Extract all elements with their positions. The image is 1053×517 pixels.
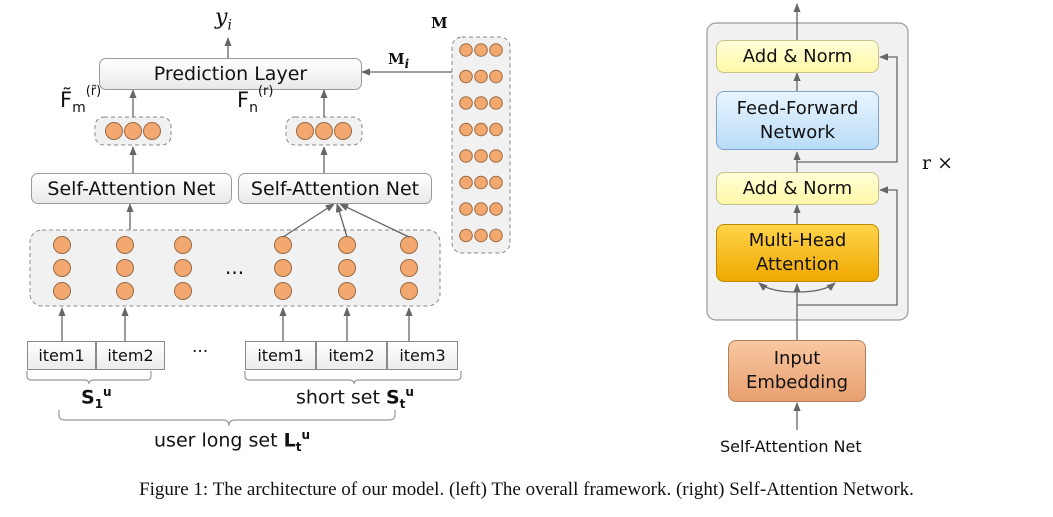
memory-node-7-1 xyxy=(474,228,488,243)
memory-node-2-0 xyxy=(459,96,473,110)
set1-label: S1u xyxy=(81,385,112,412)
item-node-2-2 xyxy=(174,282,192,300)
memory-node-1-1 xyxy=(474,69,488,84)
item-node-2-0 xyxy=(174,236,192,254)
long-feature-node-2 xyxy=(143,122,161,140)
memory-node-7-2 xyxy=(489,228,503,243)
item-node-4-0 xyxy=(338,236,356,254)
memory-node-2-2 xyxy=(489,96,503,110)
arrow-node-col2-to-sa-right xyxy=(335,203,348,238)
arrow-node-col1-to-sa-right xyxy=(282,203,335,238)
short-feature-node-0 xyxy=(296,122,314,140)
self-attention-net-left: Self-Attention Net xyxy=(31,173,232,204)
long-feature-node-0 xyxy=(105,122,123,140)
item-box-left-1: item1 xyxy=(27,341,96,370)
item-node-1-0 xyxy=(116,236,134,254)
item-box-right-3: item3 xyxy=(387,341,458,370)
item-node-1-2 xyxy=(116,282,134,300)
memory-node-5-2 xyxy=(489,175,503,190)
memory-node-0-2 xyxy=(489,43,503,57)
item-node-3-2 xyxy=(274,282,292,300)
feature-short-label: Fn(r) xyxy=(237,84,274,117)
feature-long-label: F̃m(r̃) xyxy=(60,84,102,117)
item-node-5-1 xyxy=(400,259,418,277)
multi-head-attention: Multi-Head Attention xyxy=(716,224,879,282)
brace-long-set xyxy=(58,410,396,427)
memory-matrix-box xyxy=(451,36,511,254)
attention-curve-right xyxy=(796,282,836,293)
feed-forward-network: Feed-Forward Network xyxy=(716,91,879,150)
attention-curve-left xyxy=(758,282,798,293)
item-box-left-2: item2 xyxy=(96,341,165,370)
memory-node-6-0 xyxy=(459,202,473,216)
bottom-self-attention-label: Self-Attention Net xyxy=(720,437,862,456)
item-node-2-1 xyxy=(174,259,192,277)
short-feature-node-2 xyxy=(334,122,352,140)
prediction-layer: Prediction Layer xyxy=(99,58,362,90)
item-node-0-0 xyxy=(53,236,71,254)
memory-node-3-0 xyxy=(459,122,473,137)
memory-node-0-0 xyxy=(459,43,473,57)
brace-set1 xyxy=(26,371,152,385)
item-node-5-0 xyxy=(400,236,418,254)
item-node-0-2 xyxy=(53,282,71,300)
item-node-4-2 xyxy=(338,282,356,300)
item-node-3-0 xyxy=(274,236,292,254)
self-attention-net-right: Self-Attention Net xyxy=(238,173,432,204)
memory-node-6-1 xyxy=(474,202,488,216)
item-node-5-2 xyxy=(400,282,418,300)
item-box-right-1: item1 xyxy=(245,341,316,370)
memory-row-label: Mi xyxy=(388,50,410,71)
residual-connection-bottom xyxy=(797,186,898,306)
memory-node-0-1 xyxy=(474,43,488,57)
add-norm-top: Add & Norm xyxy=(716,40,879,73)
memory-node-2-1 xyxy=(474,96,488,110)
output-label: yi xyxy=(215,5,232,34)
memory-node-1-0 xyxy=(459,69,473,84)
memory-node-5-1 xyxy=(474,175,488,190)
item-ellipsis: ··· xyxy=(192,342,209,362)
residual-connection-top xyxy=(797,53,898,163)
input-embedding: Input Embedding xyxy=(728,340,866,402)
long-set-label: user long set Ltu xyxy=(154,428,311,455)
memory-node-6-2 xyxy=(489,202,503,216)
item-node-1-1 xyxy=(116,259,134,277)
arrow-node-col3-to-sa-right xyxy=(339,203,410,238)
memory-node-4-2 xyxy=(489,149,503,163)
item-node-0-1 xyxy=(53,259,71,277)
short-set-label: short set Stu xyxy=(296,385,414,412)
figure-caption: Figure 1: The architecture of our model.… xyxy=(139,479,914,500)
item-box-right-2: item2 xyxy=(316,341,387,370)
memory-node-1-2 xyxy=(489,69,503,84)
short-feature-node-1 xyxy=(315,122,333,140)
node-ellipsis: ... xyxy=(225,255,245,279)
add-norm-bottom: Add & Norm xyxy=(716,172,879,205)
memory-node-7-0 xyxy=(459,228,473,243)
item-node-4-1 xyxy=(338,259,356,277)
item-node-3-1 xyxy=(274,259,292,277)
memory-label: M xyxy=(431,14,448,32)
repeat-label: r × xyxy=(922,152,954,174)
long-feature-node-1 xyxy=(124,122,142,140)
brace-short-set xyxy=(244,371,462,385)
memory-node-5-0 xyxy=(459,175,473,190)
memory-node-4-0 xyxy=(459,149,473,163)
memory-node-3-2 xyxy=(489,122,503,137)
memory-node-3-1 xyxy=(474,122,488,137)
memory-node-4-1 xyxy=(474,149,488,163)
